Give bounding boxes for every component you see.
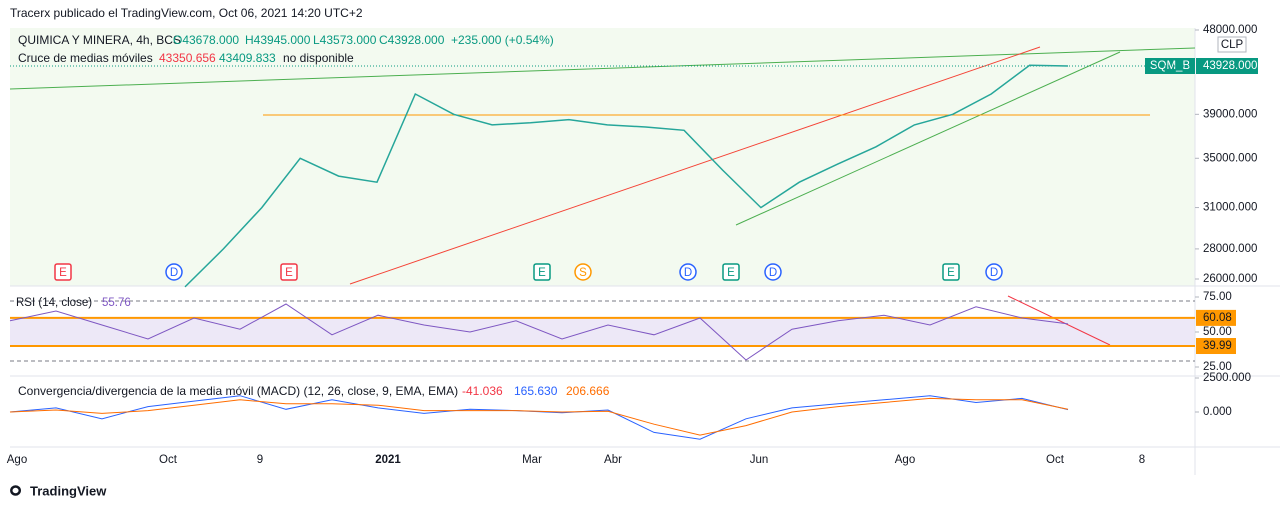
macd-hist: -41.036 xyxy=(462,384,503,398)
open: O43678.000 xyxy=(173,33,239,47)
price-tick: 39000.000 xyxy=(1203,108,1257,120)
price-tick: 26000.000 xyxy=(1203,273,1257,285)
brand: TradingView xyxy=(30,483,107,498)
event-bg xyxy=(722,263,740,281)
time-label: Ago xyxy=(7,454,27,466)
price-badge-bg xyxy=(1196,58,1258,75)
ma-title: Cruce de medias móviles xyxy=(18,51,153,65)
event-bg xyxy=(985,263,1003,281)
band-badge: 39.99 xyxy=(1203,340,1232,352)
event: D xyxy=(170,267,178,279)
event-bg xyxy=(574,263,592,281)
price-badge: 43928.000 xyxy=(1203,60,1257,72)
event-bg xyxy=(942,263,960,281)
time-label: Ago xyxy=(895,454,915,466)
signal-value: 206.666 xyxy=(566,384,610,398)
price-tick: 35000.000 xyxy=(1203,152,1257,164)
ma-slow: 43409.833 xyxy=(219,51,276,65)
macd-title: Convergencia/divergencia de la media móv… xyxy=(18,384,458,398)
time-label: 2021 xyxy=(375,454,401,466)
event: E xyxy=(285,267,293,279)
event: D xyxy=(769,267,777,279)
time-label: Oct xyxy=(159,454,178,466)
band-badge-bg xyxy=(1196,338,1236,355)
time-label: Oct xyxy=(1046,454,1065,466)
event: D xyxy=(684,267,692,279)
rsi-tick: 75.00 xyxy=(1203,291,1232,303)
symbol-badge: SQM_B xyxy=(1150,60,1191,72)
event: S xyxy=(579,267,587,279)
low: L43573.000 xyxy=(313,33,377,47)
rsi-value: 55.76 xyxy=(102,297,131,309)
rsi-tick: 25.00 xyxy=(1203,361,1232,373)
symbol-badge-bg xyxy=(1145,58,1195,74)
rsi-band xyxy=(10,317,1195,346)
rsi-trend xyxy=(1007,295,1111,346)
price-tick: 48000.000 xyxy=(1203,24,1257,36)
pane-bg xyxy=(10,28,1195,286)
band-badge-bg xyxy=(1196,309,1236,326)
macd-value: 165.630 xyxy=(514,384,558,398)
price-path xyxy=(184,64,1069,288)
price-tick: 28000.000 xyxy=(1203,243,1257,255)
time-label: 9 xyxy=(257,454,263,466)
high: H43945.000 xyxy=(245,33,311,47)
symbol: QUIMICA Y MINERA, 4h, BCS xyxy=(18,33,181,47)
event-bg xyxy=(764,263,782,281)
change: +235.000 (+0.54%) xyxy=(451,33,554,47)
event-bg xyxy=(165,263,183,281)
time-label: Abr xyxy=(604,454,622,466)
ma-status: no disponible xyxy=(283,51,354,65)
band-badge: 60.08 xyxy=(1203,312,1232,324)
price-tick: 31000.000 xyxy=(1203,202,1257,214)
event: E xyxy=(59,267,67,279)
event-bg xyxy=(54,263,72,281)
event: E xyxy=(727,267,735,279)
rsi-title: RSI (14, close) xyxy=(16,297,92,309)
event-bg xyxy=(679,263,697,281)
macd-path xyxy=(9,395,1069,440)
close: C43928.000 xyxy=(379,33,445,47)
event-bg xyxy=(533,263,551,281)
time-label: Mar xyxy=(522,454,542,466)
trend-line xyxy=(349,46,1041,285)
macd-tick: 2500.000 xyxy=(1203,372,1251,384)
ma-fast: 43350.656 xyxy=(159,51,216,65)
currency: CLP xyxy=(1221,39,1244,51)
publisher: Tracerx publicado el TradingView.com, Oc… xyxy=(10,6,363,20)
event: E xyxy=(947,267,955,279)
rsi-path xyxy=(9,303,1069,361)
trend-line xyxy=(735,51,1121,226)
event: E xyxy=(538,267,546,279)
time-label: Jun xyxy=(750,454,769,466)
event: D xyxy=(990,267,998,279)
logo: 🞇 xyxy=(10,483,21,499)
event-bg xyxy=(280,263,298,281)
macd-tick: 0.000 xyxy=(1203,406,1232,418)
currency-box xyxy=(1217,36,1247,53)
trend-line xyxy=(9,47,1196,90)
rsi-tick: 50.00 xyxy=(1203,326,1232,338)
signal-path xyxy=(9,397,1069,436)
time-label: 8 xyxy=(1139,454,1145,466)
